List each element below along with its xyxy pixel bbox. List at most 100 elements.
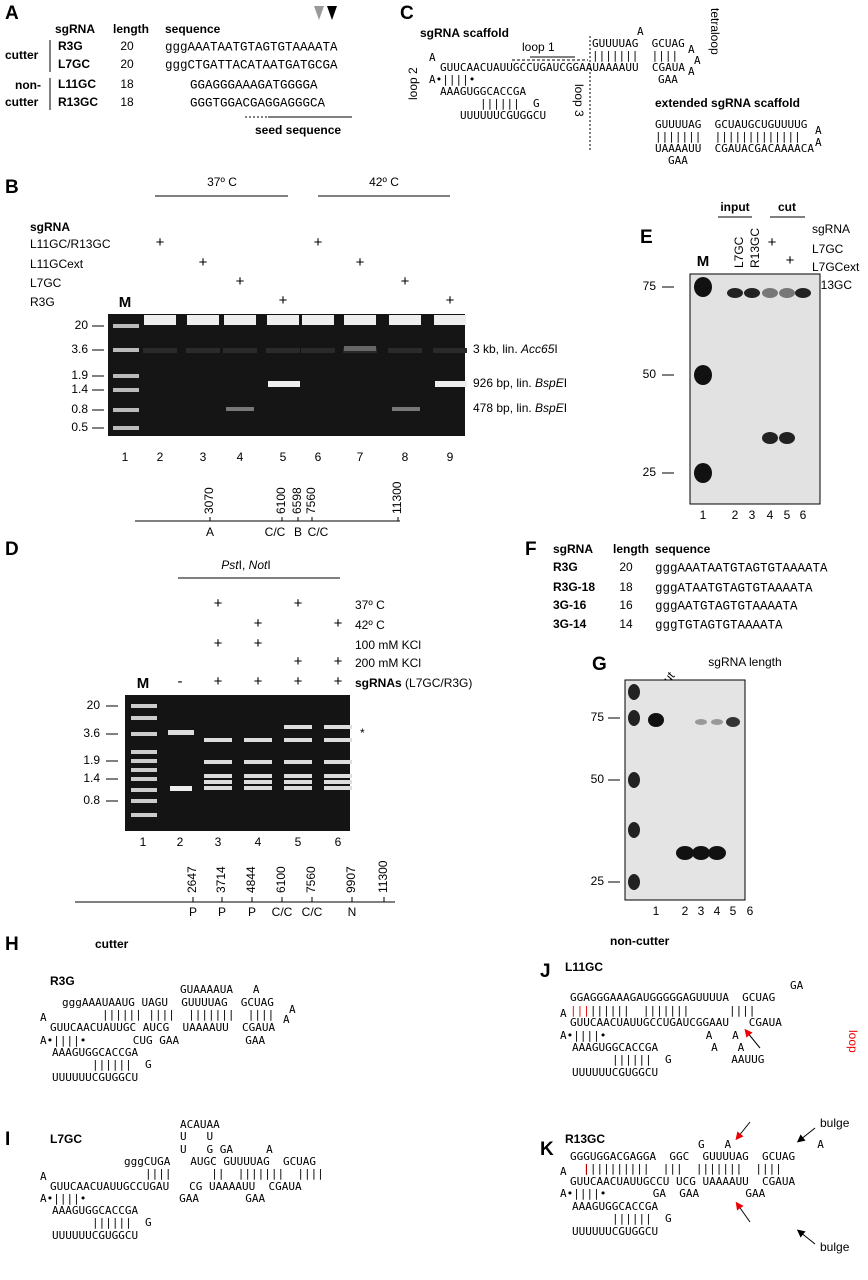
lane-number: 5 (280, 450, 287, 464)
gel (624, 679, 746, 901)
map-site: A (206, 525, 214, 539)
map-position: 11300 (376, 860, 390, 893)
enzyme-label: PstI, NotI (221, 558, 270, 572)
condition-label: sgRNAs (L7GC/R3G) (355, 676, 472, 690)
gel-band (244, 760, 272, 764)
gel-band (131, 750, 157, 754)
gel-band (284, 774, 312, 778)
gel-band (266, 348, 300, 353)
lane-number: 5 (730, 904, 737, 918)
panel-title: sgRNA scaffold (420, 26, 509, 40)
rna-structure: UUUUUUCGUGGCU (460, 109, 546, 122)
map-position: 3714 (214, 866, 228, 893)
group-label: cutter (95, 937, 129, 951)
gel-band (204, 760, 232, 764)
sequence: GGGTGGACGAGGAGGGCA (190, 96, 326, 110)
rna-structure: A•||||• (429, 73, 475, 86)
sgrna-name: R3G (58, 39, 83, 53)
loop-label: loop 1 (522, 40, 555, 54)
rna-structure: A (560, 1165, 567, 1178)
plus-sign: + (314, 234, 323, 251)
map-position: 11300 (390, 481, 404, 514)
gel-spot (744, 288, 760, 298)
structure-name: R13GC (565, 1132, 605, 1146)
plus-sign: + (279, 292, 288, 309)
temperature: 42º C (369, 175, 399, 189)
length: 18 (120, 77, 134, 91)
rna-structure: |||||| G (480, 97, 540, 110)
condition-label-part: (L7GC/R3G) (402, 676, 473, 690)
header: sequence (655, 542, 711, 556)
sgrna-name: 3G-14 (553, 617, 587, 631)
plus-sign: + (294, 595, 303, 612)
gel-band (433, 348, 467, 353)
header: length (113, 22, 149, 36)
sequence: gggCTGATTACATAATGATGCGA (165, 58, 338, 72)
size-label: 3.6 (83, 726, 100, 740)
gel-band (113, 324, 139, 328)
structure-name: L11GC (565, 960, 603, 974)
lane-number: 6 (747, 904, 754, 918)
gel-band (131, 768, 157, 772)
band-label: 478 bp, lin. BspEI (473, 401, 567, 415)
bulge-label: bulge (820, 1116, 850, 1130)
gel (125, 695, 350, 831)
enzyme-label-part: Pst (221, 558, 239, 572)
lane-number: 2 (177, 835, 184, 849)
header: sgRNA (553, 542, 593, 556)
group-label: cut (778, 200, 796, 214)
lane-number: 1 (700, 508, 707, 522)
size-label: 50 (643, 367, 657, 381)
gel-spot (628, 684, 640, 700)
gel-band (392, 407, 420, 411)
gel-band (324, 774, 352, 778)
gel-well (434, 315, 466, 325)
plus-sign: + (254, 615, 263, 632)
condition-label: 42º C (355, 618, 385, 632)
plus-sign: + (254, 635, 263, 652)
gel-band (168, 730, 194, 735)
gel-spot (676, 846, 694, 860)
mismatch-bars: ||| (570, 1004, 590, 1017)
size-label: 20 (75, 318, 89, 332)
size-label: 0.8 (83, 793, 100, 807)
gel-spot (628, 710, 640, 726)
lane-number: 1 (653, 904, 660, 918)
plus-sign: + (294, 653, 303, 670)
gel-spot (694, 277, 712, 297)
gel-spot (628, 874, 640, 890)
rna-structure: G A A (698, 1138, 824, 1151)
gel-spot (695, 719, 707, 725)
rna-structure: A (429, 51, 436, 64)
gel-spot (762, 288, 778, 298)
gel-well (267, 315, 299, 325)
gel-spot (628, 772, 640, 788)
size-label: 0.5 (71, 420, 88, 434)
size-label: 3.6 (71, 342, 88, 356)
panel-label: B (5, 177, 19, 198)
sgrna-name: R13GC (58, 95, 98, 109)
size-label: 1.4 (71, 382, 88, 396)
gel-band (131, 732, 157, 736)
length: 16 (619, 598, 633, 612)
rna-structure: GUUCAACUAUUGCCUGAU CG UAAAAUU CGAUA (50, 1180, 302, 1193)
gel-band (113, 388, 139, 392)
bulge-label: bulge (820, 1240, 850, 1254)
plus-sign: + (199, 254, 208, 271)
sequence: gggAAATAATGTAGTGTAAAATA (165, 40, 338, 54)
rna-structure: GAA (668, 154, 688, 167)
length: 20 (619, 560, 633, 574)
gel-spot (727, 288, 743, 298)
gel-well (187, 315, 219, 325)
rna-structure: A (283, 1013, 290, 1026)
sequence: GGAGGGAAAGATGGGGA (190, 78, 318, 92)
condition-label-part: sgRNAs (355, 676, 402, 690)
rna-structure: GUUCAACUAUUGCCUGAUCGGAAU CGAUA (570, 1016, 782, 1029)
rna-structure: GAA (658, 73, 678, 86)
enzyme-label-part: Not (249, 558, 268, 572)
band-label: 3 kb, lin. Acc65I (473, 342, 558, 356)
rna-structure: A (688, 65, 695, 78)
structure-name: R3G (50, 974, 75, 988)
lane-number: 8 (402, 450, 409, 464)
